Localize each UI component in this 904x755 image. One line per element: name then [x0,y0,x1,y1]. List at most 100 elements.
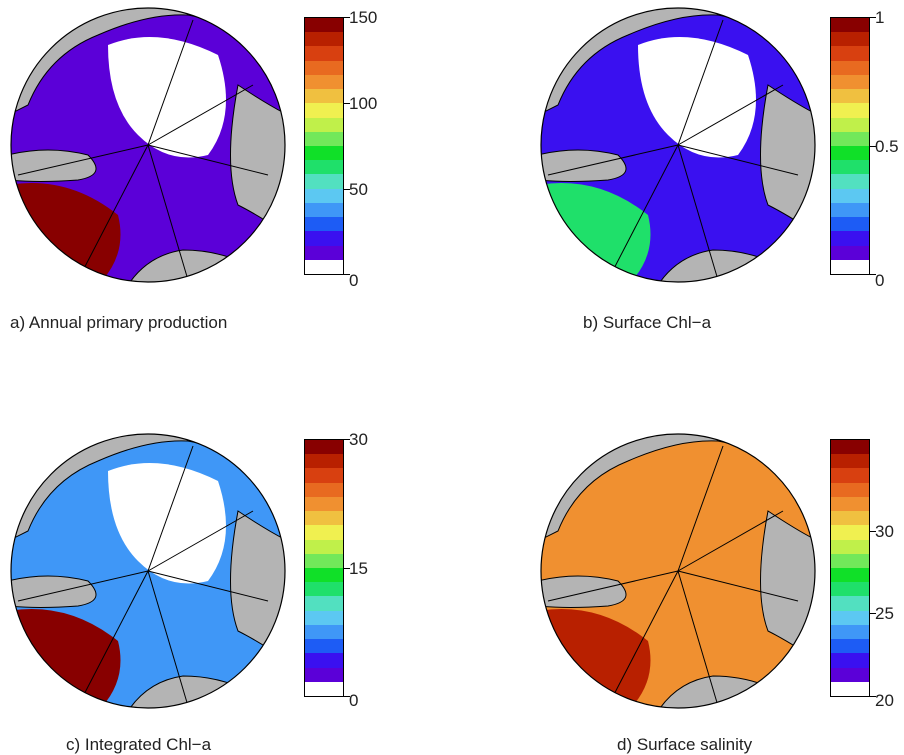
polar-map-b [540,7,816,283]
colorbar-a-segment [305,103,343,118]
colorbar-d-segment [831,511,869,526]
map-content [541,434,815,708]
map-content [11,434,285,708]
colorbar-a-segment [305,245,343,260]
colorbar-d-segment [831,653,869,668]
colorbar-b-segment [831,245,869,260]
sector-line [17,144,149,176]
colorbar-a-segment [305,46,343,61]
colorbar-d-segment [831,454,869,469]
colorbar-a-segment [305,231,343,246]
colorbar-a-segment [305,89,343,104]
colorbar-b-tick-0: 1 [875,8,885,27]
colorbar-a-segment [305,131,343,146]
land-greenland [541,149,627,182]
colorbar-b-segment [831,259,869,274]
colorbar-d-tick-1: 25 [875,604,894,623]
colorbar-c-segment [305,567,343,583]
sector-line [147,144,269,176]
colorbar-d-segment [831,496,869,512]
colorbar-b-segment [831,231,869,246]
colorbar-b-segment [831,46,869,61]
colorbar-a-segment [305,117,343,132]
colorbar-b-tick-1: 0.5 [875,137,899,156]
sector-line [677,84,784,146]
polar-map-d [540,433,816,709]
colorbar-d-segment [831,525,869,540]
colorbar-b-segment [831,89,869,104]
ice-covered-region [108,463,226,584]
colorbar-c-segment [305,454,343,469]
colorbar-a-segment [305,160,343,175]
colorbar-d-segment [831,539,869,554]
land-greenland [11,149,97,182]
colorbar-a-segment [305,217,343,232]
land-east [230,84,285,236]
colorbar-a-tick-3: 0 [349,271,359,290]
colorbar-b-segment [831,160,869,175]
colorbar-a-segment [305,32,343,47]
sector-line [607,144,679,281]
panel-surface-chl-a: 1 0.5 0 b) Surface Chl−a [0,0,904,376]
sector-line [147,570,189,707]
colorbar-b-tick-2: 0 [875,271,885,290]
colorbar-a-tick-0: 150 [349,8,378,27]
sector-line [677,144,799,176]
colorbar-b-segment [831,103,869,118]
colorbar-b-segment [831,60,869,75]
colorbar-a-tick-1: 100 [349,94,378,113]
caption-b: b) Surface Chl−a [583,313,712,332]
sector-line [77,570,149,707]
polar-map-c [10,433,286,709]
colorbar-b-segment [831,74,869,90]
colorbar-a-segment [305,188,343,203]
colorbar-d-segment [831,624,869,640]
colorbar-a [304,17,344,275]
colorbar-d-segment [831,567,869,583]
colorbar-d-segment [831,667,869,682]
ice-covered-region [638,37,756,158]
map-border [540,7,816,283]
colorbar-c-segment [305,667,343,682]
colorbar-d [830,439,870,697]
colorbar-c-segment [305,539,343,554]
colorbar-d-segment [831,553,869,568]
colorbar-d-segment [831,582,869,597]
colorbar-d-segment [831,681,869,696]
colorbar-b-segment [831,174,869,189]
colorbar-c-segment [305,681,343,696]
colorbar-a-segment [305,174,343,189]
colorbar-a-segment [305,202,343,218]
sector-line [17,570,149,602]
sector-line [147,510,254,572]
land-greenland [541,575,627,608]
colorbar-c-segment [305,525,343,540]
land-east [760,510,815,662]
sector-line [677,570,719,707]
panel-annual-primary-production: 150 100 50 0 a) Annual primary productio… [0,0,452,376]
colorbar-c-segment [305,582,343,597]
sector-line [147,570,269,602]
sector-line [677,445,724,572]
colorbar-a-segment [305,259,343,274]
colorbar-b-segment [831,202,869,218]
colorbar-d-tick-0: 30 [875,522,894,541]
colorbar-d-segment [831,639,869,654]
colorbar-c-segment [305,639,343,654]
colorbar-d-segment [831,482,869,497]
colorbar-d-segment [831,596,869,611]
colorbar-c-segment [305,511,343,526]
colorbar-c-tick-2: 0 [349,691,359,710]
colorbar-d-segment [831,440,869,455]
sector-line [147,144,189,281]
colorbar-a-segment [305,18,343,33]
sector-line [677,510,784,572]
colorbar-c [304,439,344,697]
sector-line [547,570,679,602]
colorbar-a-segment [305,74,343,90]
map-border [10,7,286,283]
colorbar-c-segment [305,653,343,668]
colorbar-d-segment [831,468,869,483]
colorbar-c-segment [305,553,343,568]
